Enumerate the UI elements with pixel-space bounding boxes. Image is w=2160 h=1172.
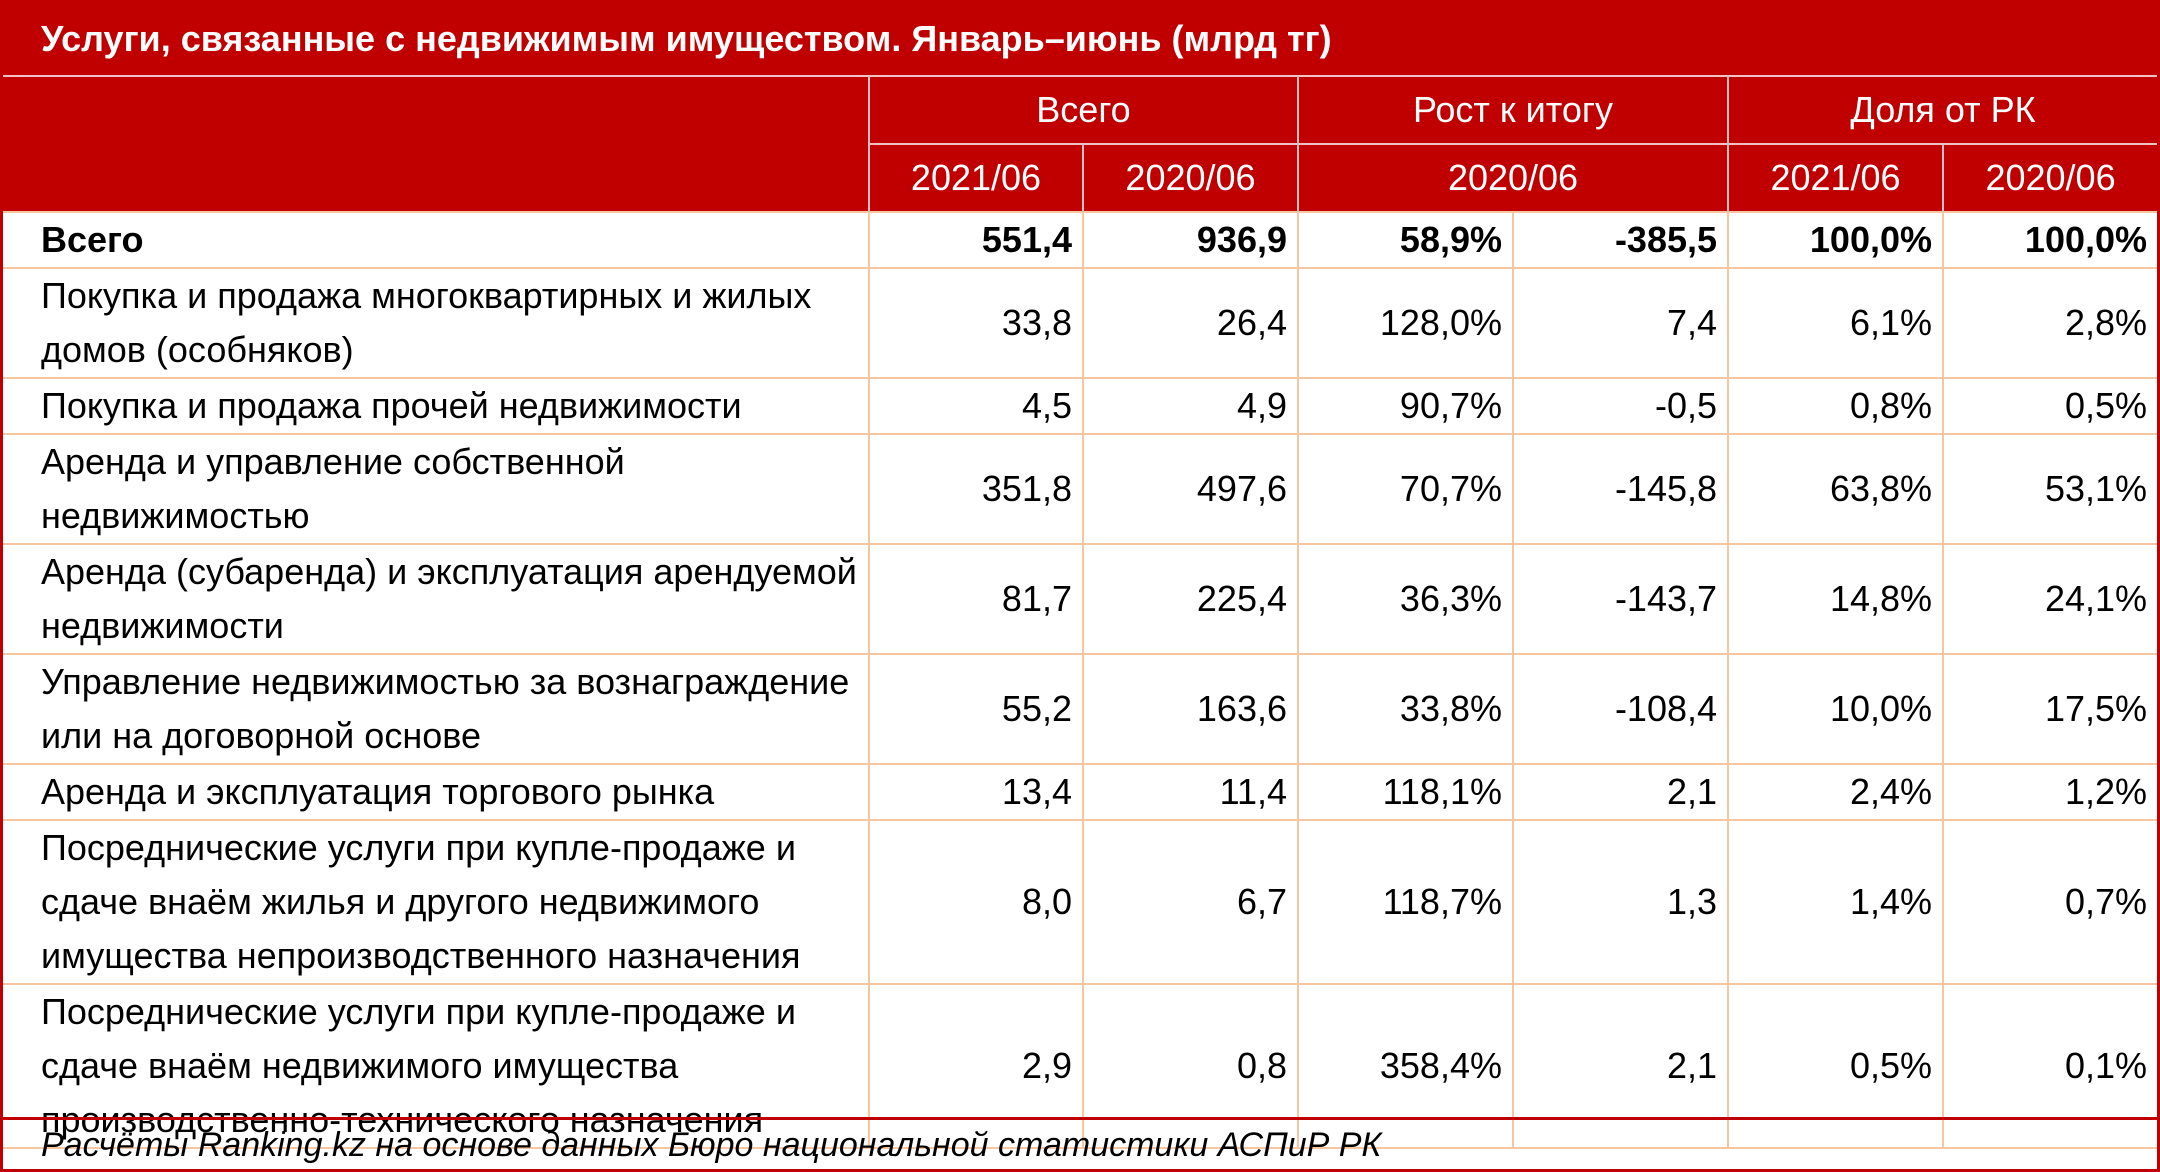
cell-share-2020: 100,0%: [1942, 211, 2158, 269]
cell-growth-pct: 90,7%: [1297, 377, 1514, 435]
cell-growth-abs: 2,1: [1511, 763, 1730, 821]
cell-share-2021: 1,4%: [1727, 819, 1945, 985]
row-label: Посреднические услуги при купле-продаже …: [3, 819, 870, 985]
table-row: Посреднические услуги при купле-продаже …: [3, 819, 2158, 985]
cell-share-2020: 0,7%: [1942, 819, 2158, 985]
cell-value-2021: 55,2: [868, 653, 1084, 765]
table-row: Аренда (субаренда) и эксплуатация аренду…: [3, 543, 2158, 655]
cell-value-2020: 225,4: [1082, 543, 1299, 655]
table-title: Услуги, связанные с недвижимым имущество…: [3, 3, 2157, 75]
table-row: Покупка и продажа многоквартирных и жилы…: [3, 267, 2158, 379]
table-body: Всего 551,4 936,9 58,9% -385,5 100,0% 10…: [3, 211, 2158, 1149]
source-note: Расчёты Ranking.kz на основе данных Бюро…: [3, 1117, 2157, 1169]
header-share-2021: 2021/06: [1727, 143, 1944, 212]
cell-growth-abs: -145,8: [1511, 433, 1730, 545]
cell-value-2021: 33,8: [868, 267, 1084, 379]
table-row: Аренда и управление собственной недвижим…: [3, 433, 2158, 545]
header-total-2020: 2020/06: [1082, 143, 1298, 212]
cell-growth-abs: -385,5: [1511, 211, 1730, 269]
cell-value-2020: 0,8: [1082, 983, 1299, 1149]
header-group-total: Всего: [868, 75, 1298, 144]
table-row: Аренда и эксплуатация торгового рынка 13…: [3, 763, 2158, 821]
cell-value-2021: 351,8: [868, 433, 1084, 545]
cell-growth-abs: 2,1: [1511, 983, 1730, 1149]
cell-share-2021: 100,0%: [1727, 211, 1945, 269]
cell-value-2020: 26,4: [1082, 267, 1299, 379]
cell-growth-abs: -108,4: [1511, 653, 1730, 765]
header-blank-cell: [3, 75, 869, 212]
cell-growth-pct: 36,3%: [1297, 543, 1514, 655]
table-header: Всего Рост к итогу Доля от РК 2021/06 20…: [3, 75, 2158, 212]
cell-share-2020: 17,5%: [1942, 653, 2158, 765]
cell-value-2020: 163,6: [1082, 653, 1299, 765]
cell-growth-abs: -143,7: [1511, 543, 1730, 655]
header-group-share: Доля от РК: [1727, 75, 2158, 144]
header-share-2020: 2020/06: [1942, 143, 2158, 212]
cell-value-2020: 11,4: [1082, 763, 1299, 821]
row-label: Аренда и управление собственной недвижим…: [3, 433, 870, 545]
cell-value-2020: 497,6: [1082, 433, 1299, 545]
row-label: Управление недвижимостью за вознагражден…: [3, 653, 870, 765]
cell-value-2021: 81,7: [868, 543, 1084, 655]
cell-share-2020: 0,5%: [1942, 377, 2158, 435]
table-row-total: Всего 551,4 936,9 58,9% -385,5 100,0% 10…: [3, 211, 2158, 269]
cell-share-2021: 10,0%: [1727, 653, 1945, 765]
cell-share-2021: 14,8%: [1727, 543, 1945, 655]
header-total-2021: 2021/06: [868, 143, 1083, 212]
cell-value-2021: 4,5: [868, 377, 1084, 435]
cell-value-2021: 13,4: [868, 763, 1084, 821]
row-label: Аренда (субаренда) и эксплуатация аренду…: [3, 543, 870, 655]
table-row: Управление недвижимостью за вознагражден…: [3, 653, 2158, 765]
cell-growth-abs: -0,5: [1511, 377, 1730, 435]
cell-growth-abs: 7,4: [1511, 267, 1730, 379]
row-label: Аренда и эксплуатация торгового рынка: [3, 763, 870, 821]
cell-growth-pct: 358,4%: [1297, 983, 1514, 1149]
cell-share-2021: 63,8%: [1727, 433, 1945, 545]
cell-growth-pct: 58,9%: [1297, 211, 1514, 269]
cell-value-2020: 6,7: [1082, 819, 1299, 985]
cell-share-2020: 24,1%: [1942, 543, 2158, 655]
header-group-growth: Рост к итогу: [1296, 75, 1729, 144]
header-growth-2020: 2020/06: [1296, 143, 1729, 212]
cell-growth-pct: 33,8%: [1297, 653, 1514, 765]
cell-share-2020: 53,1%: [1942, 433, 2158, 545]
cell-value-2021: 8,0: [868, 819, 1084, 985]
cell-share-2021: 0,5%: [1727, 983, 1945, 1149]
row-label: Покупка и продажа многоквартирных и жилы…: [3, 267, 870, 379]
cell-growth-pct: 128,0%: [1297, 267, 1514, 379]
table-row: Покупка и продажа прочей недвижимости 4,…: [3, 377, 2158, 435]
cell-value-2021: 2,9: [868, 983, 1084, 1149]
data-table: Всего Рост к итогу Доля от РК 2021/06 20…: [3, 75, 2158, 1149]
cell-value-2020: 936,9: [1082, 211, 1299, 269]
cell-share-2020: 2,8%: [1942, 267, 2158, 379]
row-label: Всего: [3, 211, 870, 269]
cell-growth-pct: 70,7%: [1297, 433, 1514, 545]
cell-share-2020: 1,2%: [1942, 763, 2158, 821]
cell-growth-pct: 118,1%: [1297, 763, 1514, 821]
cell-share-2021: 6,1%: [1727, 267, 1945, 379]
cell-share-2021: 0,8%: [1727, 377, 1945, 435]
cell-growth-pct: 118,7%: [1297, 819, 1514, 985]
cell-share-2021: 2,4%: [1727, 763, 1945, 821]
cell-value-2021: 551,4: [868, 211, 1084, 269]
cell-share-2020: 0,1%: [1942, 983, 2158, 1149]
row-label: Покупка и продажа прочей недвижимости: [3, 377, 870, 435]
cell-value-2020: 4,9: [1082, 377, 1299, 435]
cell-growth-abs: 1,3: [1511, 819, 1730, 985]
